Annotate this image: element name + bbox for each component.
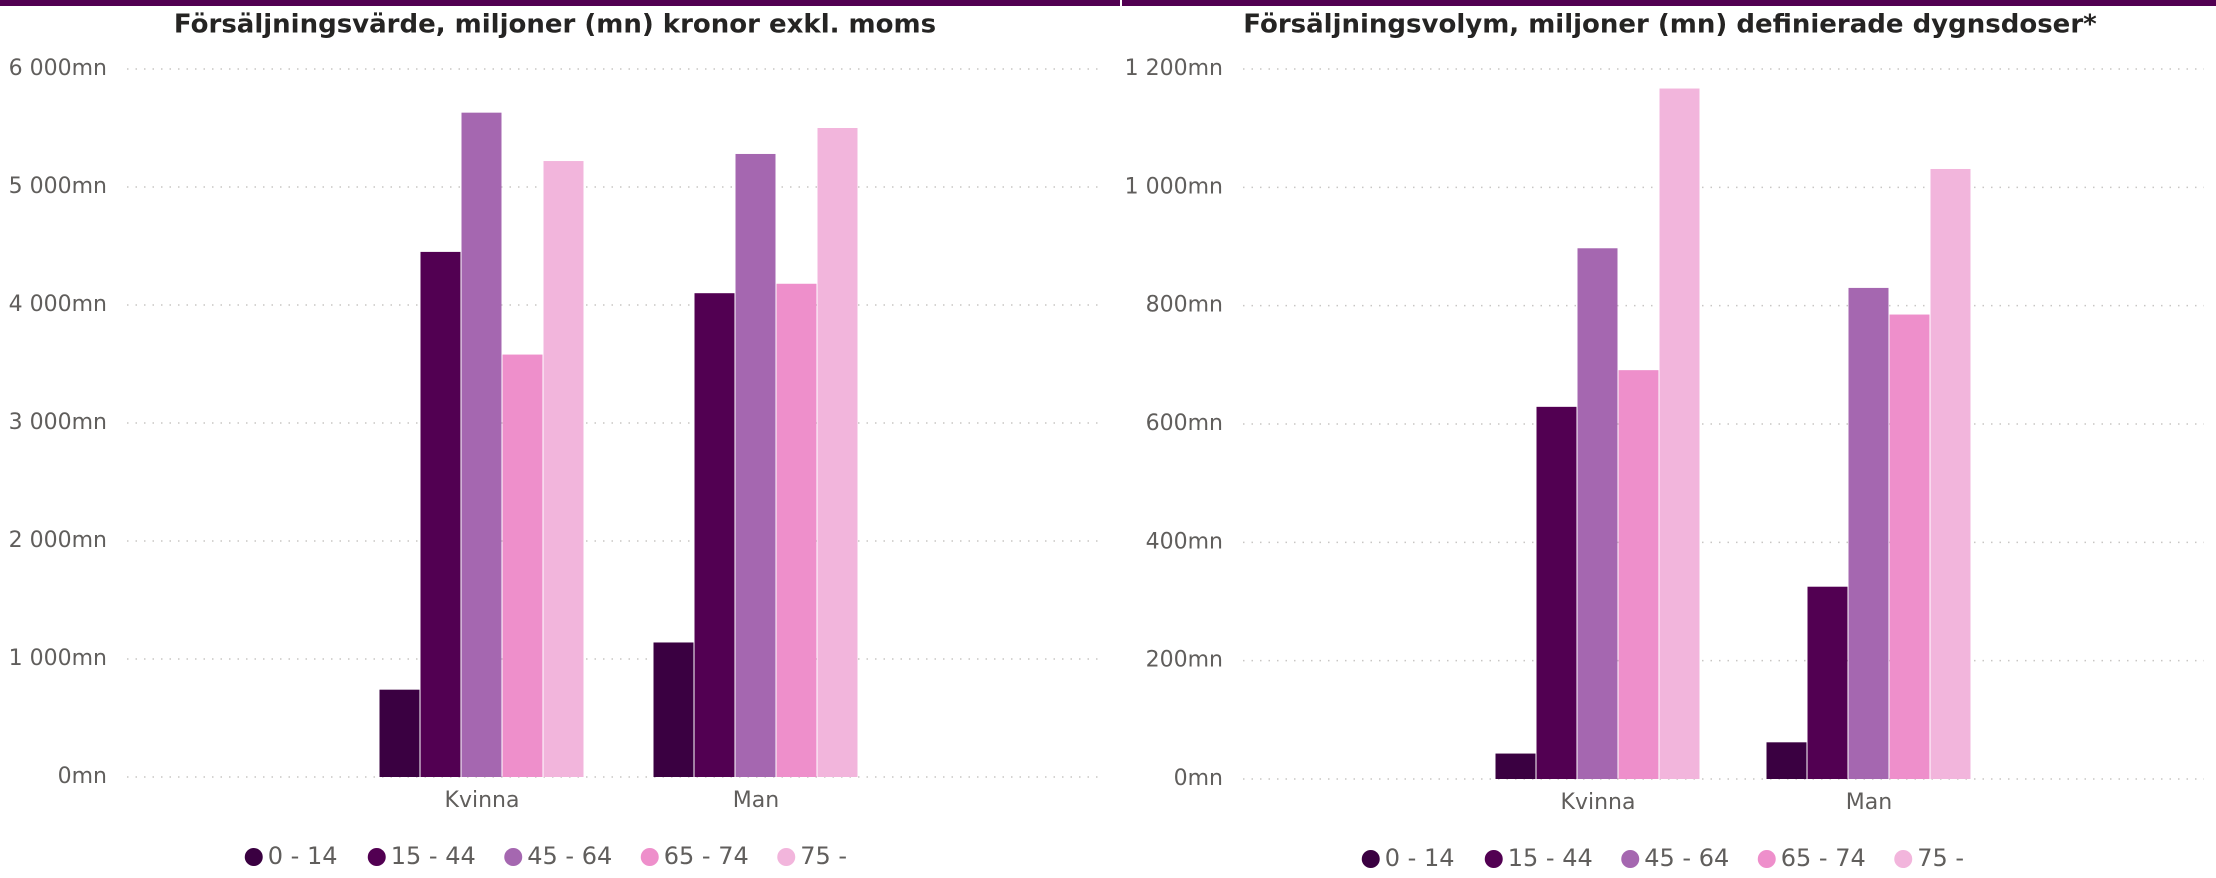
- chart: Försäljningsvolym, miljoner (mn) definie…: [1125, 10, 2204, 872]
- bar: [502, 354, 543, 777]
- x-tick-label: Man: [1846, 790, 1892, 815]
- bar: [653, 642, 694, 777]
- y-tick-label: 0mn: [1174, 766, 1223, 791]
- legend-label: 75 -: [1917, 844, 1964, 872]
- legend-swatch: [367, 848, 386, 866]
- legend-label: 0 - 14: [1385, 844, 1455, 872]
- y-tick-label: 1 000mn: [1125, 174, 1223, 199]
- bar: [694, 293, 735, 777]
- top-bar: [1122, 0, 2216, 6]
- y-tick-label: 2 000mn: [9, 528, 107, 553]
- y-tick-label: 600mn: [1146, 411, 1223, 436]
- legend-label: 15 - 44: [391, 842, 476, 870]
- bar: [817, 128, 858, 777]
- bar: [1807, 586, 1848, 779]
- x-tick-label: Man: [733, 788, 779, 813]
- y-tick-label: 4 000mn: [9, 292, 107, 317]
- legend-swatch: [244, 848, 263, 866]
- y-tick-label: 1 200mn: [1125, 56, 1223, 81]
- bar: [1536, 406, 1577, 779]
- bar: [1577, 248, 1618, 779]
- y-tick-label: 400mn: [1146, 529, 1223, 554]
- legend-label: 15 - 44: [1508, 844, 1593, 872]
- bar: [735, 153, 776, 777]
- top-bar: [0, 0, 1120, 6]
- bar: [379, 689, 420, 777]
- legend-swatch: [504, 848, 523, 866]
- y-tick-label: 800mn: [1146, 293, 1223, 318]
- bar: [1618, 370, 1659, 779]
- legend-swatch: [640, 848, 659, 866]
- bar: [1848, 287, 1889, 779]
- legend-label: 45 - 64: [527, 842, 612, 870]
- chart-title: Försäljningsvolym, miljoner (mn) definie…: [1243, 10, 2097, 40]
- y-tick-label: 5 000mn: [9, 174, 107, 199]
- y-tick-label: 0mn: [58, 764, 107, 789]
- bar: [1659, 88, 1700, 779]
- y-tick-label: 1 000mn: [9, 646, 107, 671]
- legend-swatch: [1621, 850, 1640, 868]
- y-tick-label: 200mn: [1146, 648, 1223, 673]
- y-tick-label: 3 000mn: [9, 410, 107, 435]
- legend-label: 75 -: [800, 842, 847, 870]
- bar: [420, 251, 461, 777]
- legend-label: 65 - 74: [1781, 844, 1866, 872]
- legend-swatch: [777, 848, 796, 866]
- bar: [461, 112, 502, 777]
- x-tick-label: Kvinna: [1561, 790, 1636, 815]
- legend-swatch: [1757, 850, 1776, 868]
- legend-label: 0 - 14: [268, 842, 338, 870]
- bar: [776, 283, 817, 777]
- legend-swatch: [1484, 850, 1503, 868]
- bar: [1889, 314, 1930, 779]
- bar: [1495, 753, 1536, 779]
- legend-label: 45 - 64: [1644, 844, 1729, 872]
- bar: [543, 161, 584, 778]
- bar: [1930, 168, 1971, 779]
- legend-label: 65 - 74: [664, 842, 749, 870]
- y-tick-label: 6 000mn: [9, 56, 107, 81]
- chart-title: Försäljningsvärde, miljoner (mn) kronor …: [174, 10, 936, 40]
- chart: Försäljningsvärde, miljoner (mn) kronor …: [9, 10, 1102, 870]
- legend-swatch: [1894, 850, 1913, 868]
- legend-swatch: [1361, 850, 1380, 868]
- bar: [1766, 742, 1807, 779]
- x-tick-label: Kvinna: [445, 788, 520, 813]
